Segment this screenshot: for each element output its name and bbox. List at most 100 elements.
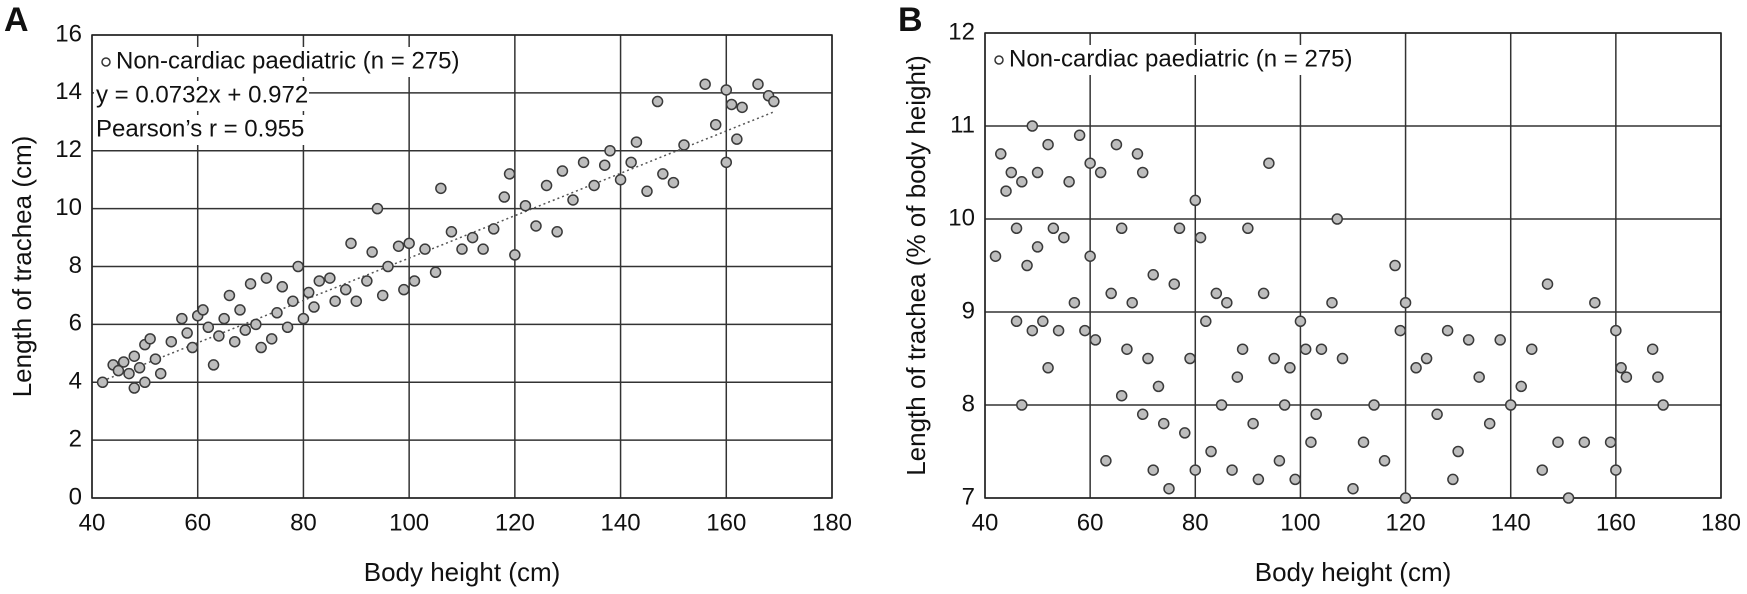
data-point (176, 312, 188, 325)
data-point (408, 275, 421, 287)
data-point (1058, 231, 1070, 244)
data-point (398, 283, 410, 296)
x-tick-label: 60 (184, 509, 211, 536)
data-point (339, 283, 352, 296)
y-tick-label: 10 (55, 194, 82, 221)
data-point (128, 350, 141, 362)
data-point (1131, 148, 1144, 160)
x-tick-label: 180 (1701, 509, 1741, 536)
data-point (207, 359, 220, 371)
y-tick-label: 12 (55, 136, 82, 163)
data-point (1247, 417, 1259, 430)
legend-label: Non-cardiac paediatric (n = 275) (116, 47, 460, 74)
data-point (1189, 464, 1202, 476)
data-point (382, 260, 394, 273)
data-point (567, 194, 579, 206)
data-point (1452, 445, 1464, 458)
data-point (1005, 166, 1018, 179)
data-point (96, 376, 109, 388)
data-point (1326, 296, 1338, 309)
y-tick-label: 12 (948, 18, 975, 45)
data-point (1494, 334, 1506, 346)
data-point (1221, 296, 1233, 309)
data-point (1263, 157, 1275, 169)
data-point (144, 333, 156, 345)
data-point (1121, 343, 1133, 355)
data-point (1273, 455, 1286, 467)
data-point (1026, 324, 1039, 337)
data-point (1294, 315, 1307, 328)
plot-frame (91, 34, 833, 499)
x-tick-label: 120 (1386, 509, 1426, 536)
data-point (1615, 362, 1627, 374)
data-point (1252, 473, 1265, 486)
data-point (1126, 296, 1138, 309)
data-point (117, 356, 130, 368)
data-point (403, 237, 415, 250)
data-point (112, 364, 125, 377)
data-point (667, 176, 680, 189)
data-point (1147, 464, 1159, 476)
data-point (477, 243, 489, 255)
y-tick-label: 11 (950, 111, 975, 138)
data-point (598, 159, 611, 171)
data-point (1483, 417, 1496, 430)
data-point (376, 289, 389, 302)
data-point (1610, 464, 1622, 476)
data-point (1278, 399, 1291, 411)
y-axis-label: Length of trachea (cm) (7, 136, 37, 398)
legend-label: Non-cardiac paediatric (n = 275) (1009, 45, 1353, 72)
data-point (1010, 222, 1023, 235)
data-point (1646, 343, 1659, 355)
x-axis-label: Body height (cm) (364, 557, 561, 587)
plot-frame (984, 32, 1722, 499)
data-point (519, 199, 532, 212)
data-point (1284, 362, 1296, 374)
data-point (213, 330, 225, 342)
data-point (1210, 287, 1223, 300)
y-tick-label: 10 (948, 204, 975, 231)
data-point (1084, 250, 1096, 262)
data-point (1068, 296, 1081, 309)
data-point (1231, 371, 1244, 383)
data-point (361, 275, 373, 287)
data-point (276, 281, 289, 293)
data-point (265, 333, 278, 345)
data-point (1410, 362, 1422, 374)
x-tick-label: 140 (1491, 509, 1531, 536)
annotation-bg (94, 115, 309, 145)
data-point (149, 353, 162, 365)
data-point (699, 78, 711, 90)
data-point (1310, 408, 1322, 421)
data-point (218, 312, 230, 325)
y-tick-label: 14 (55, 78, 82, 105)
data-point (1157, 417, 1170, 430)
data-point (186, 341, 199, 354)
y-tick-label: 2 (69, 425, 82, 452)
panel-label: A (4, 1, 29, 39)
data-point (752, 78, 764, 90)
data-point (1589, 296, 1601, 309)
data-point (1652, 371, 1664, 383)
data-point (588, 179, 600, 192)
data-point (1179, 427, 1191, 439)
data-point (244, 278, 257, 290)
data-point (1394, 324, 1407, 337)
data-point (329, 295, 341, 307)
data-point (324, 272, 336, 284)
panel-label: B (898, 1, 923, 39)
data-point (271, 307, 283, 319)
data-point (1331, 213, 1343, 225)
data-point (1441, 324, 1454, 337)
data-point (1173, 222, 1186, 235)
data-point (1215, 399, 1228, 411)
data-point (1541, 278, 1554, 290)
data-point (1236, 343, 1249, 355)
data-point (1136, 408, 1149, 421)
x-tick-label: 120 (495, 509, 535, 536)
data-point (1242, 222, 1254, 235)
data-point (577, 156, 590, 169)
data-point (641, 185, 653, 198)
data-point (1031, 241, 1044, 253)
legend-bg (96, 47, 446, 77)
